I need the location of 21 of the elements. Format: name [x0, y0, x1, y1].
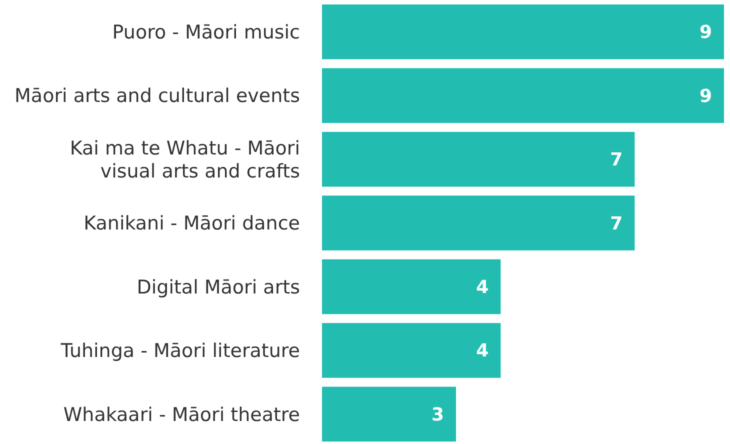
y-tick-label: Puoro - Māori music [112, 22, 300, 44]
bar [322, 386, 456, 442]
data-label: 4 [476, 340, 489, 362]
data-label: 9 [699, 86, 712, 107]
data-label: 7 [610, 213, 623, 234]
data-label: 4 [476, 277, 489, 298]
bar [322, 196, 635, 250]
y-tick-label: Māori arts and cultural events [14, 85, 300, 108]
data-label: 7 [610, 150, 623, 171]
bar [322, 132, 635, 187]
data-label: 3 [431, 404, 444, 426]
y-tick-label: Kai ma te Whatu - Māori visual arts and crafts [70, 137, 300, 182]
y-tick-label: Digital Māori arts [136, 276, 300, 298]
data-label: 9 [699, 22, 712, 44]
bar [322, 68, 724, 123]
y-tick-label: Kanikani - Māori dance [84, 212, 300, 235]
bar [322, 4, 724, 60]
y-tick-label: Tuhinga - Māori literature [60, 340, 300, 362]
bar [322, 259, 501, 314]
y-tick-label: Whakaari - Māori theatre [63, 404, 300, 426]
bar [322, 323, 501, 378]
